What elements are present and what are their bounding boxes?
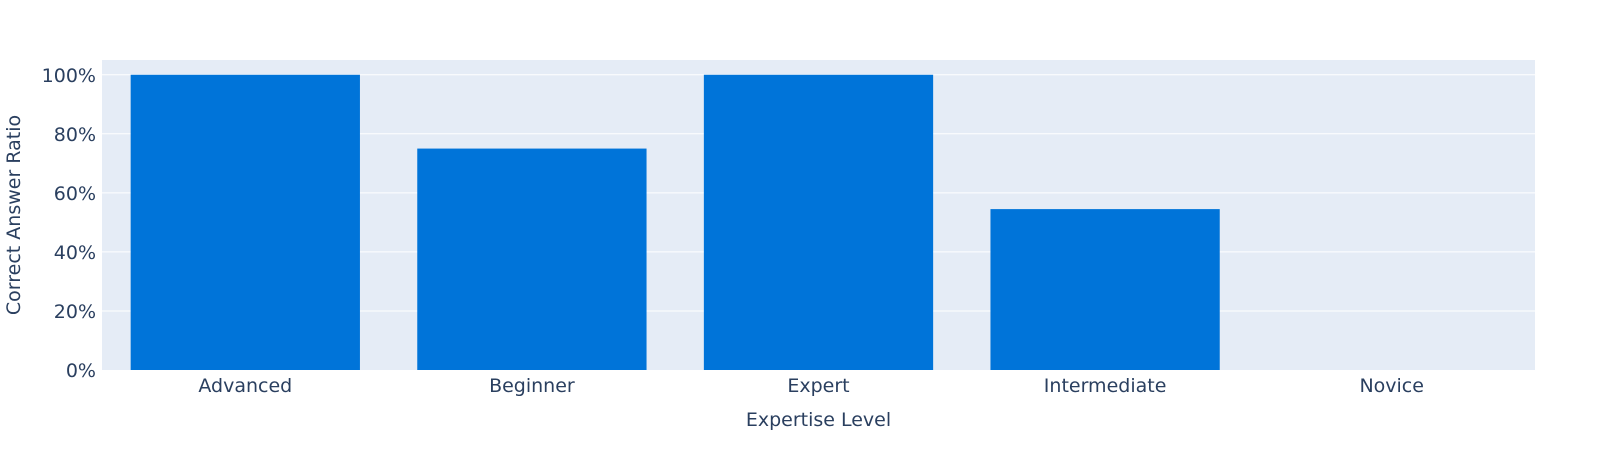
bar-beginner[interactable]: [417, 148, 647, 370]
x-axis-title: Expertise Level: [746, 409, 891, 431]
x-tick-label-beginner: Beginner: [489, 375, 575, 397]
y-axis-title: Correct Answer Ratio: [3, 115, 25, 315]
x-tick-label-advanced: Advanced: [198, 375, 292, 397]
bar-advanced[interactable]: [130, 74, 360, 370]
x-tick-label-intermediate: Intermediate: [1044, 375, 1167, 397]
bar-expert[interactable]: [703, 74, 934, 370]
bars: [130, 74, 1220, 370]
y-tick-label: 40%: [54, 242, 96, 264]
y-tick-label: 80%: [54, 124, 96, 146]
bar-intermediate[interactable]: [990, 209, 1220, 370]
x-axis-ticks: Advanced Beginner Expert Intermediate Novice: [198, 375, 1424, 397]
y-tick-label: 60%: [54, 183, 96, 205]
y-tick-label: 100%: [42, 65, 96, 87]
y-axis-ticks: 0% 20% 40% 60% 80% 100%: [42, 65, 96, 382]
y-tick-label: 20%: [54, 301, 96, 323]
x-tick-label-novice: Novice: [1359, 375, 1424, 397]
y-tick-label: 0%: [66, 360, 96, 382]
x-tick-label-expert: Expert: [787, 375, 849, 397]
